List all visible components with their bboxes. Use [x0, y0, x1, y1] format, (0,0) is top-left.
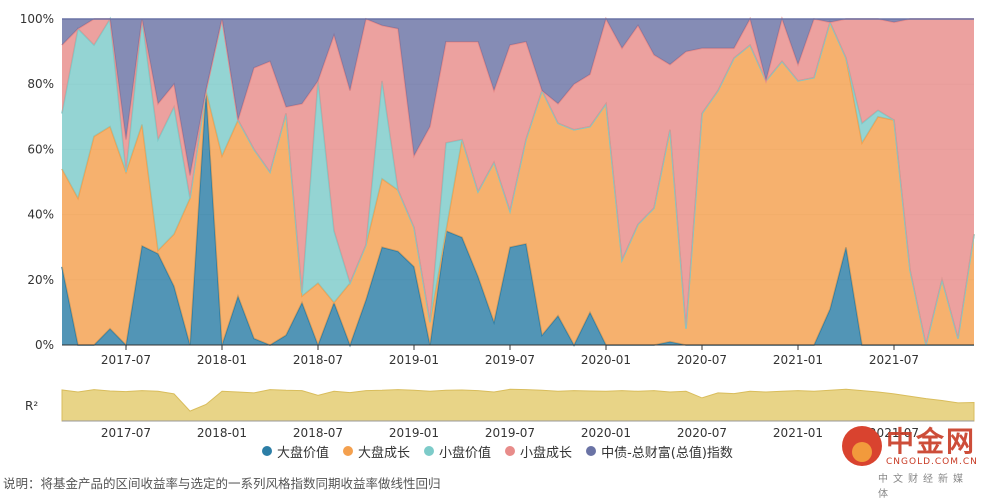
x-tick-label: 2018-01 [197, 353, 247, 367]
x-tick-label: 2020-01 [581, 353, 631, 367]
y-tick-label: 0% [35, 338, 54, 352]
legend-item-bond-index[interactable]: 中债-总财富(总值)指数 [586, 442, 733, 461]
legend-label-small-growth: 小盘成长 [520, 445, 573, 461]
watermark-tagline: 中文财经新媒体 [878, 474, 968, 500]
y-tick-label: 60% [27, 142, 54, 156]
y-tick-label: 80% [27, 77, 54, 91]
area-series-3 [62, 19, 974, 345]
legend-item-large-value[interactable]: 大盘价值 [262, 442, 329, 461]
r2-x-tick-label: 2019-01 [389, 426, 439, 440]
legend-marker-large-growth [343, 446, 354, 456]
legend-label-bond-index: 中债-总财富(总值)指数 [601, 445, 733, 461]
area-series-4 [62, 19, 974, 176]
y-tick-label: 40% [27, 208, 54, 222]
main-stacked-area-plot: 0% 20% 40% 60% 80% 100% 2017-07 2018-01 2018-07 2… [20, 12, 975, 367]
y-tick-label: 20% [27, 273, 54, 287]
logo-circle-icon [842, 426, 882, 466]
style-analysis-chart: 0% 20% 40% 60% 80% 100% 2017-07 2018-01 2018-07 2… [20, 12, 975, 440]
legend-marker-large-value [262, 446, 272, 456]
legend-label-large-value: 大盘价值 [277, 445, 330, 461]
x-tick-label: 2017-07 [101, 353, 151, 367]
legend-marker-small-growth [505, 446, 516, 456]
legend-item-large-growth[interactable]: 大盘成长 [343, 442, 410, 461]
r2-area [61, 388, 975, 422]
r2-x-tick-label: 2020-01 [581, 426, 631, 440]
r2-x-tick-label: 2019-07 [485, 426, 535, 440]
legend-item-small-value[interactable]: 小盘价值 [424, 442, 491, 461]
x-tick-label: 2020-07 [677, 353, 727, 367]
x-tick-label: 2019-07 [485, 353, 535, 367]
r2-x-tick-label: 2021-01 [773, 426, 823, 440]
area-series-0 [62, 90, 974, 345]
r2-x-tick-label: 2017-07 [101, 426, 151, 440]
r2-x-tick-label: 2018-01 [197, 426, 247, 440]
cngold-watermark-logo: 中金网 CNGOLD.COM.CN 中文财经新媒体 [842, 420, 982, 500]
x-tick-label: 2018-07 [293, 353, 343, 367]
chart-footnote: 说明：将基金产品的区间收益率与选定的一系列风格指数同期收益率做线性回归 [3, 476, 441, 491]
y-tick-label: 100% [20, 12, 54, 26]
area-series-1 [62, 22, 974, 346]
watermark-domain: CNGOLD.COM.CN [886, 457, 978, 467]
watermark-title: 中金网 [886, 425, 977, 458]
r2-x-tick-label: 2020-07 [677, 426, 727, 440]
x-tick-label: 2021-07 [869, 353, 919, 367]
r2-x-tick-label: 2018-07 [293, 426, 343, 440]
legend-item-small-growth[interactable]: 小盘成长 [505, 442, 572, 461]
x-tick-label: 2019-01 [389, 353, 439, 367]
r2-axis-label: R² [25, 399, 38, 413]
legend-label-large-growth: 大盘成长 [358, 445, 411, 461]
r2-x-tick-label: 2021-07 [869, 426, 919, 440]
legend: 大盘价值 大盘成长 小盘价值 小盘成长 中债-总财富(总值)指数 [262, 441, 747, 461]
x-tick-label: 2021-01 [773, 353, 823, 367]
legend-marker-bond-index [586, 446, 597, 456]
legend-label-small-value: 小盘价值 [439, 445, 492, 461]
r2-area-plot: R² 2017-07 2018-01 2018-07 2019-01 2019-07 202… [25, 388, 975, 440]
legend-marker-small-value [424, 446, 435, 456]
